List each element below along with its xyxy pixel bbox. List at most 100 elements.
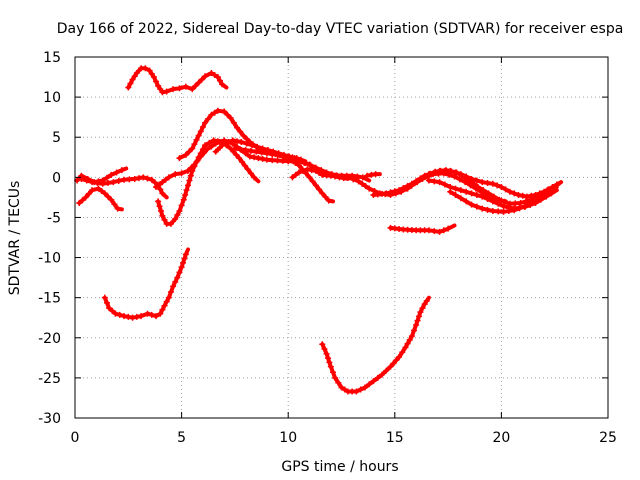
- y-tick-label: -5: [47, 210, 61, 226]
- data-point: [197, 153, 204, 160]
- data-point: [490, 193, 497, 200]
- data-point: [335, 379, 342, 386]
- data-point: [452, 185, 459, 192]
- series-arc-mid-dip: [231, 145, 335, 204]
- data-point: [269, 157, 276, 164]
- x-tick-label: 0: [71, 430, 80, 446]
- series-arc-left-flat: [78, 174, 169, 200]
- data-point: [468, 201, 475, 208]
- data-point: [350, 176, 357, 183]
- data-point: [153, 183, 160, 190]
- data-point: [150, 74, 157, 81]
- data-point: [103, 174, 110, 181]
- series-arc-mid-short: [289, 166, 350, 182]
- data-point: [292, 159, 299, 166]
- data-point: [404, 340, 411, 347]
- data-point: [231, 145, 238, 152]
- data-point: [420, 174, 427, 181]
- data-point: [214, 74, 221, 81]
- data-point: [121, 176, 128, 183]
- data-point: [473, 177, 480, 184]
- data-point: [274, 151, 281, 158]
- data-point: [410, 327, 417, 334]
- data-point: [89, 179, 96, 186]
- data-point: [204, 146, 211, 153]
- data-point: [446, 171, 453, 178]
- data-point: [247, 147, 254, 154]
- data-point: [468, 190, 475, 197]
- data-point: [195, 132, 202, 139]
- data-point: [436, 179, 443, 186]
- data-point: [436, 228, 443, 235]
- data-point: [479, 205, 486, 212]
- data-point: [321, 346, 328, 353]
- x-tick-label: 20: [492, 430, 510, 446]
- x-axis-title: GPS time / hours: [281, 459, 398, 475]
- data-point: [468, 175, 475, 182]
- data-point: [309, 178, 316, 185]
- data-point: [221, 108, 228, 115]
- data-point: [172, 279, 179, 286]
- data-point: [436, 167, 443, 174]
- grid-lines: [75, 57, 608, 418]
- y-tick-label: -20: [38, 331, 61, 347]
- y-tick-label: 10: [43, 90, 61, 106]
- data-point: [224, 111, 231, 118]
- data-point: [338, 384, 345, 391]
- data-point: [212, 148, 219, 155]
- y-tick-label: -10: [38, 251, 61, 267]
- data-point: [489, 198, 496, 205]
- data-point: [163, 298, 170, 305]
- data-point: [125, 313, 132, 320]
- data-point: [234, 138, 241, 145]
- data-point: [372, 171, 379, 178]
- data-point: [237, 128, 244, 135]
- y-tick-label: -30: [38, 411, 61, 427]
- data-point: [425, 177, 432, 184]
- data-point: [415, 177, 422, 184]
- data-point: [480, 187, 487, 194]
- data-point: [176, 269, 183, 276]
- data-point: [253, 148, 260, 155]
- x-tick-label: 15: [386, 430, 404, 446]
- data-point: [89, 187, 96, 194]
- data-point: [163, 88, 170, 95]
- data-point: [193, 136, 200, 143]
- data-point: [205, 115, 212, 122]
- data-point: [353, 388, 360, 395]
- data-point: [229, 137, 236, 144]
- data-point: [362, 183, 369, 190]
- data-point: [285, 155, 292, 162]
- data-point: [157, 186, 164, 193]
- data-point: [502, 186, 509, 193]
- data-point: [225, 139, 232, 146]
- data-point: [131, 175, 138, 182]
- data-point: [361, 384, 368, 391]
- data-point: [457, 187, 464, 194]
- data-point: [176, 85, 183, 92]
- data-point: [125, 84, 132, 91]
- data-point: [462, 179, 469, 186]
- data-point: [408, 333, 415, 340]
- data-point: [326, 359, 333, 366]
- data-point: [517, 200, 524, 207]
- data-point: [191, 161, 198, 168]
- data-point: [162, 176, 169, 183]
- data-point: [180, 259, 187, 266]
- data-point: [198, 76, 205, 83]
- data-point: [415, 313, 422, 320]
- data-point: [181, 255, 188, 262]
- data-point: [182, 151, 189, 158]
- data-point: [406, 336, 413, 343]
- data-point: [451, 173, 458, 180]
- data-point: [216, 77, 223, 84]
- data-point: [527, 200, 534, 207]
- chart-title: Day 166 of 2022, Sidereal Day-to-day VTE…: [57, 21, 624, 37]
- data-point: [500, 208, 507, 215]
- data-point: [319, 190, 326, 197]
- data-point: [184, 167, 191, 174]
- data-point: [484, 206, 491, 213]
- data-point: [105, 179, 112, 186]
- data-point: [148, 176, 155, 183]
